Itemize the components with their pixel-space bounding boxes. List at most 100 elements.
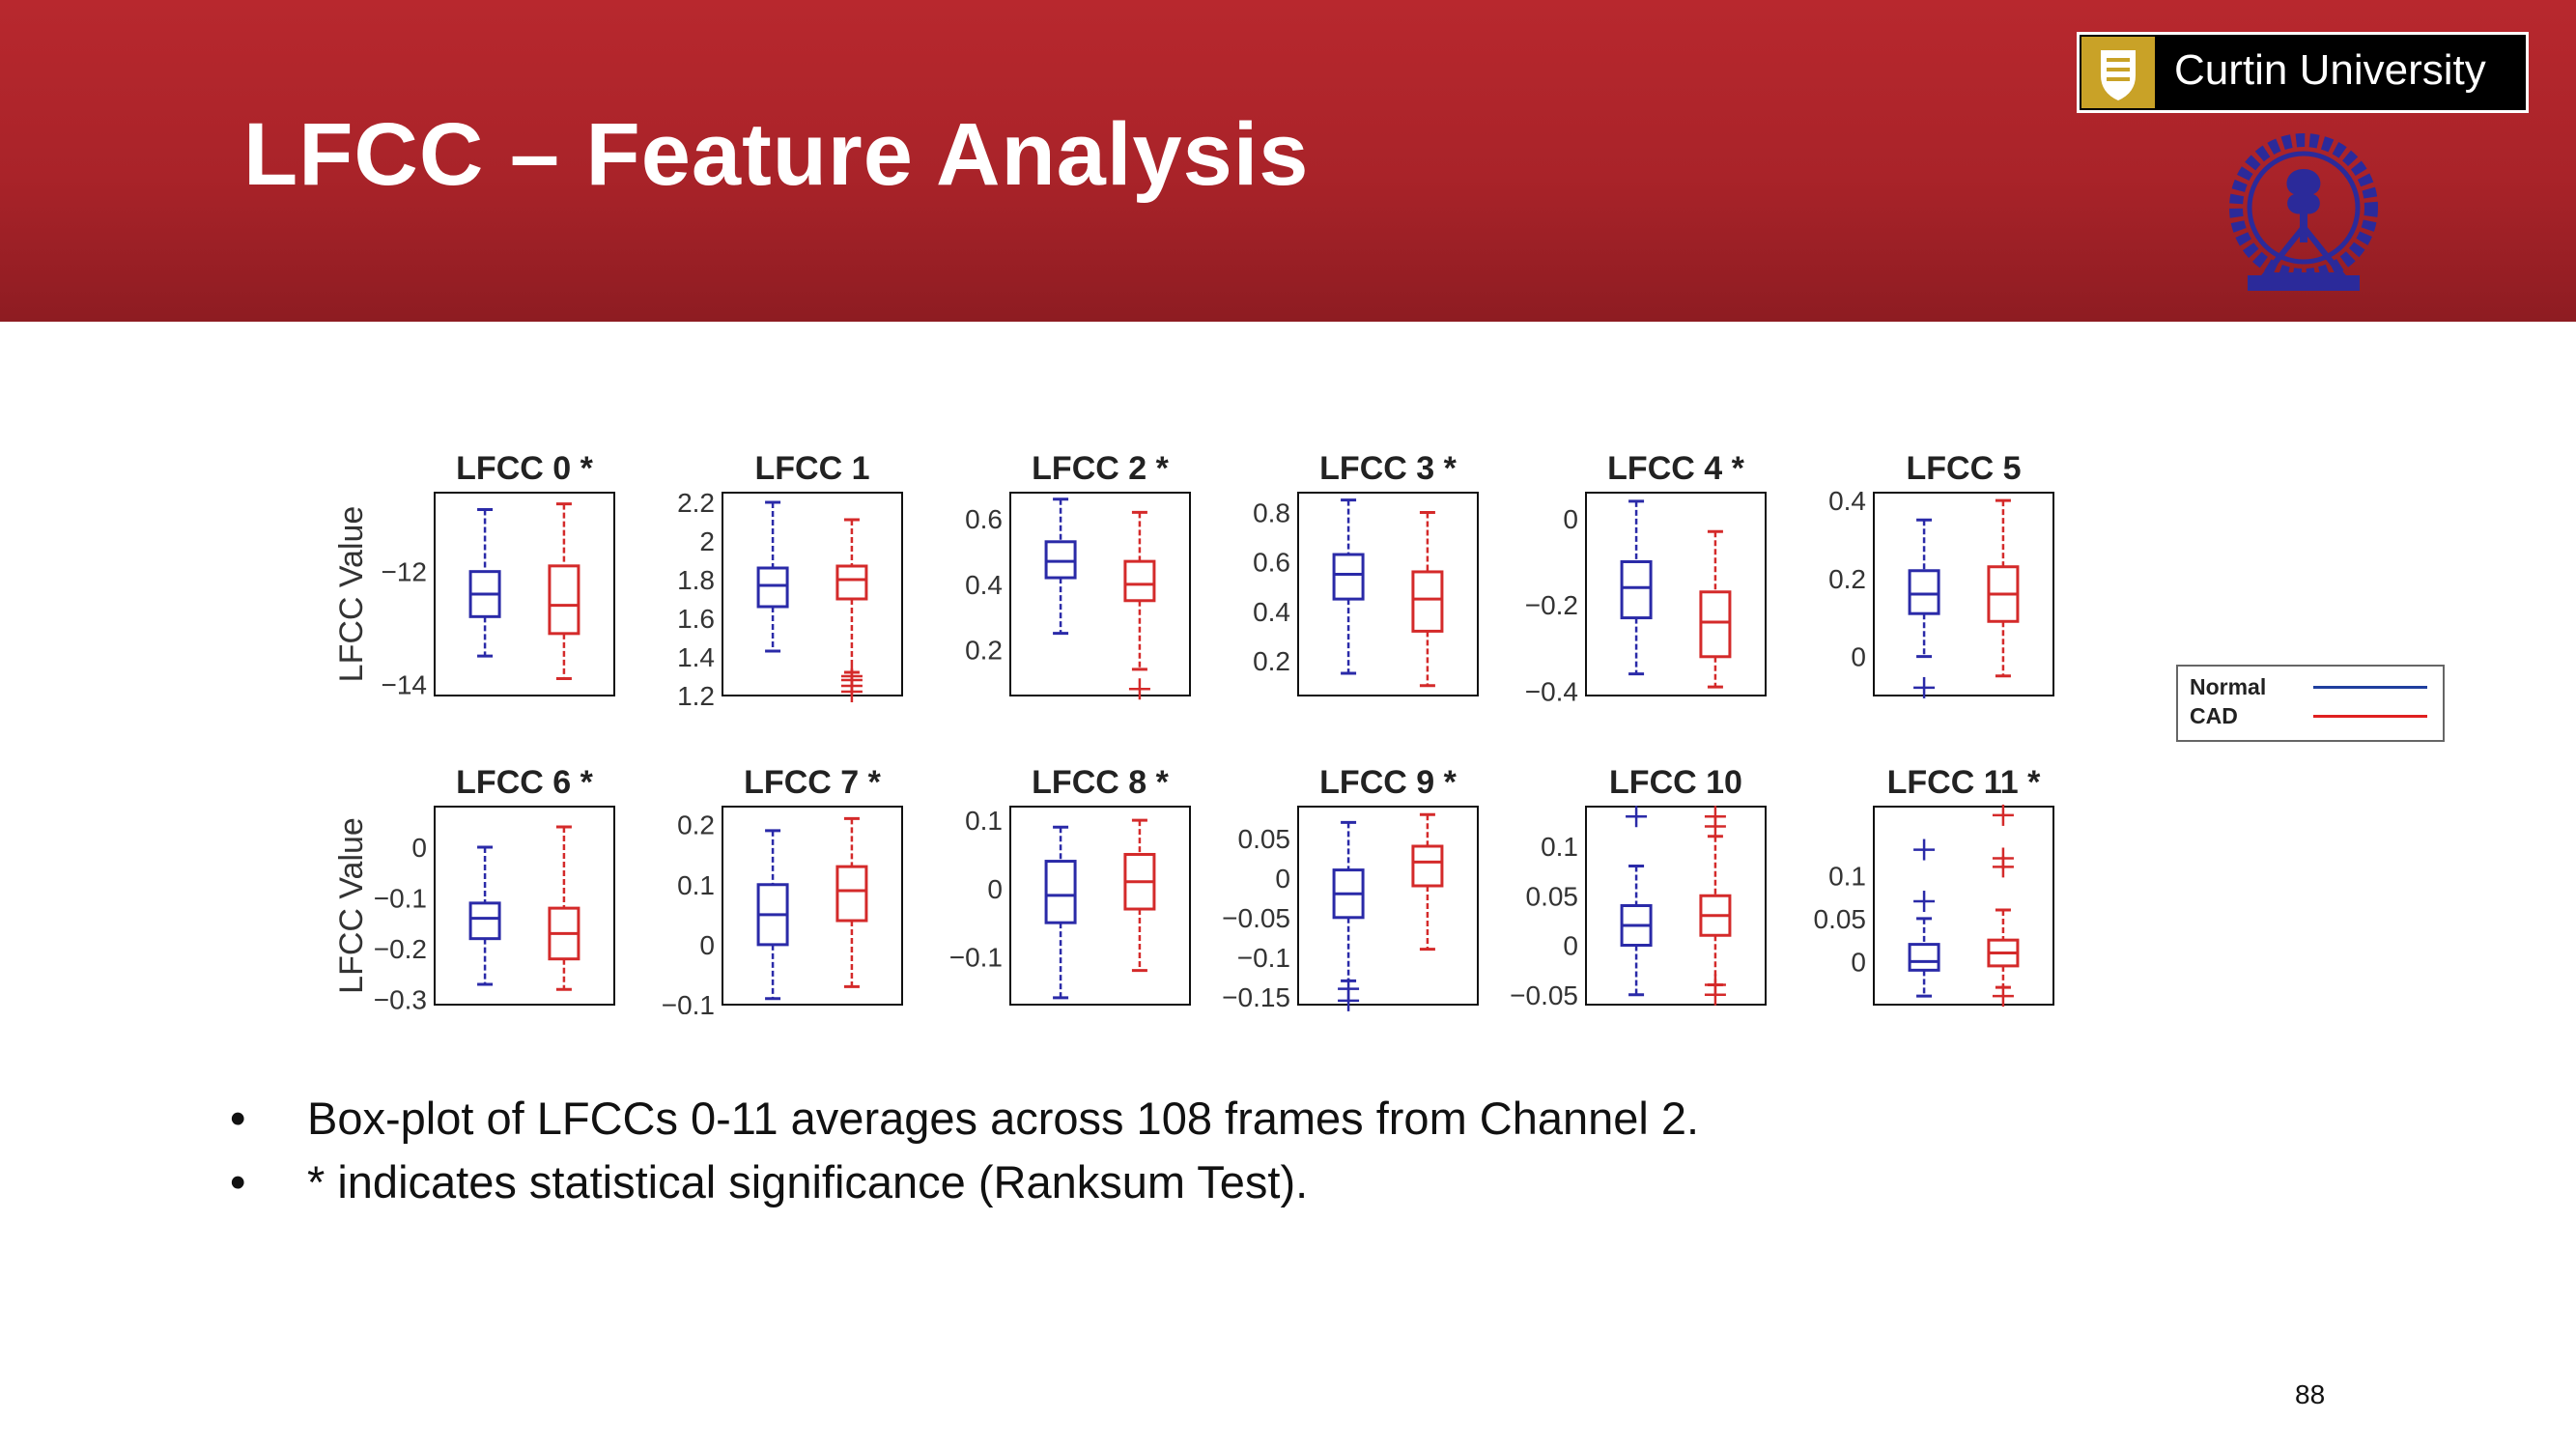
y-tick-label: 0.05 (1526, 881, 1579, 911)
boxplot-grid-svg: LFCC 0 * −14 −12 LFCC 1 1.2 1.4 1.6 1.8 2 2.2 LFCC… (333, 450, 2054, 1020)
panel-frame (1873, 806, 2054, 1006)
bullet-text: Box-plot of LFCCs 0-11 averages across 1… (307, 1093, 1700, 1144)
y-tick-label: −0.1 (374, 884, 427, 914)
y-tick-label: 1.4 (677, 642, 715, 672)
page-number: 88 (2295, 1379, 2326, 1409)
panel-title: LFCC 5 (1907, 450, 2022, 487)
y-tick-label: 0.6 (965, 504, 1003, 534)
panel-title: LFCC 2 * (1032, 450, 1169, 487)
y-tick-label: −0.1 (949, 943, 1003, 973)
y-tick-label: 0.05 (1814, 904, 1867, 934)
y-tick-label: −0.05 (1510, 980, 1578, 1010)
panel-title: LFCC 11 * (1887, 764, 2041, 801)
panel-title: LFCC 7 * (744, 764, 881, 801)
panel-title: LFCC 6 * (456, 764, 593, 801)
y-tick-label: −0.1 (662, 990, 715, 1014)
legend: Normal CAD (2176, 665, 2445, 742)
y-tick-label: 0.6 (1253, 548, 1290, 578)
box-cad (1411, 844, 1444, 888)
panel-title: LFCC 4 * (1607, 450, 1744, 487)
panel-frame (1009, 806, 1191, 1006)
box-cad (1123, 559, 1156, 603)
box-cad (835, 865, 868, 923)
panel-frame (722, 806, 903, 1006)
y-tick-label: −0.05 (1222, 903, 1290, 933)
panel-title: LFCC 8 * (1032, 764, 1169, 801)
y-tick-label: 0.2 (1253, 646, 1290, 676)
y-tick-label: 0.4 (1828, 486, 1866, 516)
box-cad (1699, 590, 1732, 659)
slide-header: LFCC – Feature Analysis Curtin Universit… (0, 0, 2576, 322)
box-normal (1620, 559, 1653, 620)
y-tick-label: −14 (382, 669, 428, 699)
y-tick-label: 0.4 (965, 570, 1003, 600)
bullet-dot-icon: • (230, 1156, 246, 1208)
box-normal (1908, 569, 1940, 615)
panel-frame (434, 806, 615, 1006)
panel-frame (1297, 806, 1479, 1006)
y-tick-label: −12 (382, 557, 428, 587)
y-tick-label: 0.1 (965, 806, 1003, 836)
y-tick-label: 0 (411, 833, 427, 863)
y-tick-label: −0.3 (374, 985, 427, 1014)
y-tick-label: 0.1 (1828, 861, 1866, 891)
box-normal (1044, 540, 1077, 580)
y-tick-label: 0.05 (1238, 824, 1291, 854)
panel-frame (1585, 492, 1767, 696)
y-tick-label: −0.4 (1525, 677, 1578, 707)
panel-title: LFCC 10 (1609, 764, 1742, 801)
box-normal (468, 901, 501, 941)
y-tick-label: −0.15 (1222, 982, 1290, 1012)
panel-frame (1009, 492, 1191, 696)
curtin-logo: Curtin University (2077, 32, 2529, 113)
boxplot-grid: LFCC 0 * −14 −12 LFCC 1 1.2 1.4 1.6 1.8 2 2.2 LFCC… (319, 415, 2086, 1020)
y-tick-label: 0 (1851, 947, 1866, 977)
y-tick-label: −0.1 (1237, 943, 1290, 973)
box-cad (1411, 570, 1444, 633)
institute-emblem-icon (2226, 130, 2381, 299)
y-tick-label: 0.8 (1253, 497, 1290, 527)
panel-frame (1585, 806, 1767, 1006)
y-tick-label: 0 (1563, 931, 1578, 961)
panel-title: LFCC 3 * (1319, 450, 1457, 487)
y-tick-label: −0.2 (374, 934, 427, 964)
legend-line-cad (2313, 715, 2427, 718)
legend-label-normal: Normal (2190, 674, 2267, 699)
y-tick-label: 0.1 (677, 870, 715, 900)
box-cad (548, 564, 580, 636)
y-tick-label: 0 (699, 930, 715, 960)
y-tick-label: 0.2 (1828, 564, 1866, 594)
y-tick-label: 0.1 (1541, 832, 1578, 862)
y-tick-label: 0 (1275, 864, 1290, 894)
y-tick-label: 1.2 (677, 681, 715, 711)
y-tick-label: 1.6 (677, 604, 715, 634)
y-tick-label: 0.2 (965, 636, 1003, 666)
panel-title: LFCC 1 (755, 450, 870, 487)
y-axis-label: LFCC Value (333, 506, 370, 683)
bullet-text: * indicates statistical significance (Ra… (307, 1156, 1309, 1208)
panel-frame (434, 492, 615, 696)
y-tick-label: −0.2 (1525, 590, 1578, 620)
bullet-dot-icon: • (230, 1093, 246, 1144)
y-tick-label: 0.4 (1253, 597, 1290, 627)
y-axis-label: LFCC Value (333, 817, 370, 994)
y-tick-label: 0 (1851, 642, 1866, 672)
box-cad (835, 564, 868, 601)
curtin-crest-icon (2081, 37, 2155, 108)
box-normal (756, 566, 789, 609)
y-tick-label: 2 (699, 526, 715, 556)
curtin-logo-text: Curtin University (2174, 46, 2486, 94)
box-normal (1044, 860, 1077, 924)
panel-frame (1297, 492, 1479, 696)
slide-title: LFCC – Feature Analysis (243, 105, 1310, 204)
panel-frame (722, 492, 903, 696)
box-normal (1332, 553, 1365, 601)
legend-label-cad: CAD (2190, 703, 2238, 728)
y-tick-label: 2.2 (677, 488, 715, 518)
panel-title: LFCC 0 * (456, 450, 593, 487)
panel-title: LFCC 9 * (1319, 764, 1457, 801)
panel-frame (1873, 492, 2054, 696)
y-tick-label: 1.8 (677, 565, 715, 595)
y-tick-label: 0.2 (677, 810, 715, 840)
box-normal (1908, 943, 1940, 972)
